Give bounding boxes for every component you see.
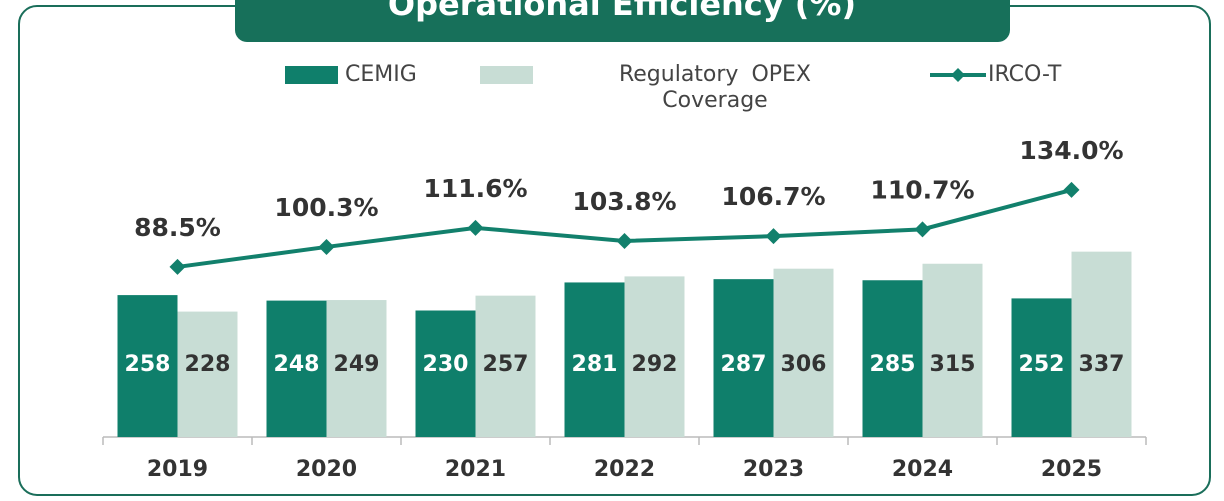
bar [1011,298,1072,437]
x-tick-label: 2021 [445,457,506,482]
data-label: 337 [1079,352,1125,377]
data-label: 292 [632,352,678,377]
data-label: 228 [185,352,231,377]
data-label: 306 [781,352,827,377]
data-label: 315 [930,352,976,377]
x-tick-label: 2025 [1041,457,1102,482]
line-marker [914,221,931,238]
x-tick-label: 2022 [594,457,655,482]
data-label: 100.3% [274,193,378,222]
line-marker [467,219,484,236]
line-marker [765,228,782,245]
legend-swatch [285,66,338,84]
line-marker [616,233,633,250]
data-label: 106.7% [721,182,825,211]
x-tick-label: 2024 [892,457,953,482]
data-label: 110.7% [870,175,974,204]
legend-swatch [480,66,533,84]
x-tick-label: 2023 [743,457,804,482]
bar [713,279,774,437]
bar [475,295,536,437]
line-marker [1063,181,1080,198]
bar [624,276,685,437]
bar [564,282,625,437]
bar [922,263,983,437]
legend-label: CEMIG [345,62,417,87]
data-label: 257 [483,352,529,377]
data-label: 111.6% [423,174,527,203]
data-label: 134.0% [1019,136,1123,165]
legend-label: Regulatory OPEX Coverage [618,62,812,113]
data-label: 88.5% [134,213,221,242]
chart-title: Operational Efficiency (%) [388,0,856,23]
data-label: 287 [721,352,767,377]
bar [326,300,387,437]
bar [862,280,923,437]
data-label: 248 [274,352,320,377]
title-banner [235,0,1010,42]
data-label: 258 [125,352,171,377]
line-marker [169,258,186,275]
data-label: 252 [1019,352,1065,377]
data-label: 249 [334,352,380,377]
bar [773,268,834,437]
data-label: 103.8% [572,187,676,216]
legend-label: IRCO-T [988,62,1062,87]
x-tick-label: 2019 [147,457,208,482]
bar [266,300,327,437]
x-tick-label: 2020 [296,457,357,482]
legend-swatch [951,68,965,82]
bar [1071,251,1132,437]
bar [177,311,238,437]
data-label: 281 [572,352,618,377]
line-marker [318,238,335,255]
bar [117,295,178,437]
bar [415,310,476,437]
data-label: 230 [423,352,469,377]
data-label: 285 [870,352,916,377]
